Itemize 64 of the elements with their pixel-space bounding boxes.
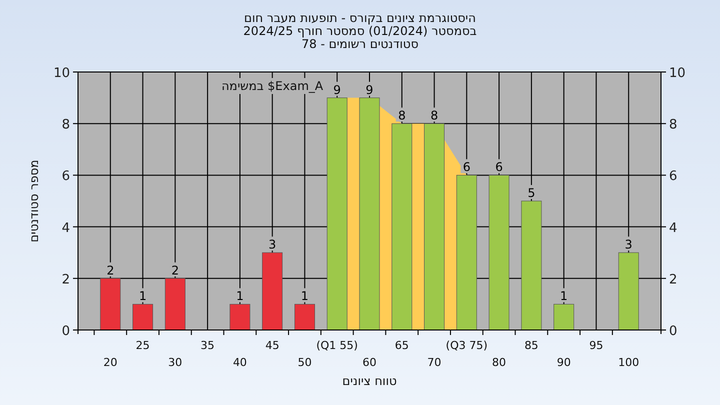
y2-tick-label: 10 [669,66,686,81]
bar [618,252,639,330]
bar [554,304,574,330]
x-tick-label: 85 [524,339,538,352]
x-tick-label: 25 [136,339,150,352]
y2-tick-label: 8 [669,118,678,133]
x-tick-label: 30 [168,356,182,369]
bar [456,174,477,330]
y-tick-label: 10 [53,66,70,81]
x-tick-label: 60 [362,356,376,369]
y2-tick-label: 2 [669,272,678,288]
x-tick-label: 50 [298,356,312,369]
data-label: 2 [106,263,114,278]
x-tick-label: 100 [618,356,640,369]
y-tick-label: 0 [62,324,70,339]
data-label: 8 [430,108,438,123]
y2-tick-label: 4 [669,220,678,236]
bar [294,304,315,330]
x-tick-label: 65 [394,339,409,352]
x-tick-label: (Q1 55) [316,339,358,352]
bar [230,304,250,330]
bar [521,200,542,330]
bar [392,123,412,330]
bar [326,98,348,330]
data-label: 3 [624,238,632,252]
data-label: 1 [236,289,244,304]
data-label: 6 [462,160,470,174]
data-label: 9 [366,82,374,97]
x-tick-label: 80 [492,356,506,369]
y2-tick-label: 0 [669,324,678,339]
x-tick-label: 70 [427,356,442,369]
bar [488,174,510,330]
bar [132,304,154,330]
data-label: 1 [560,289,568,304]
chart-title: היסטוגרמת ציונים בקורס - תופעות מעבר חום [244,11,476,25]
bar [424,123,445,330]
chart-subtitle: בסמסטר (01/2024) סמסטר חורף 2024/25 סטודנטים רשומים - 78 [243,24,477,51]
data-label: 6 [495,160,503,174]
data-label: 1 [300,289,309,304]
data-label: 2 [171,263,179,278]
x-tick-label: 35 [200,339,215,352]
x-tick-label: 20 [103,356,118,369]
y2-tick-label: 6 [669,169,678,184]
y-tick-label: 6 [62,169,70,184]
y-tick-label: 8 [62,118,70,133]
bar [100,278,121,330]
data-label: 9 [333,82,341,97]
bar [359,98,380,330]
x-tick-label: 45 [265,339,280,352]
bar [164,278,186,330]
y-axis-title: מספר סטודנטים [27,160,41,242]
x-tick-label: (Q3 75) [446,339,488,352]
y-tick-label: 4 [62,220,70,236]
x-tick-label: 95 [589,339,604,352]
y-tick-label: 2 [62,272,70,288]
data-label: 1 [138,289,147,304]
x-tick-label: 40 [232,356,247,369]
data-label: 5 [528,186,536,200]
data-label: 3 [268,238,276,252]
annotation: במשימה $Exam_A [221,79,324,93]
data-label: 8 [398,108,406,123]
x-axis-title: טווח ציונים [342,374,397,388]
x-tick-label: 90 [556,356,571,369]
bar [262,252,283,330]
